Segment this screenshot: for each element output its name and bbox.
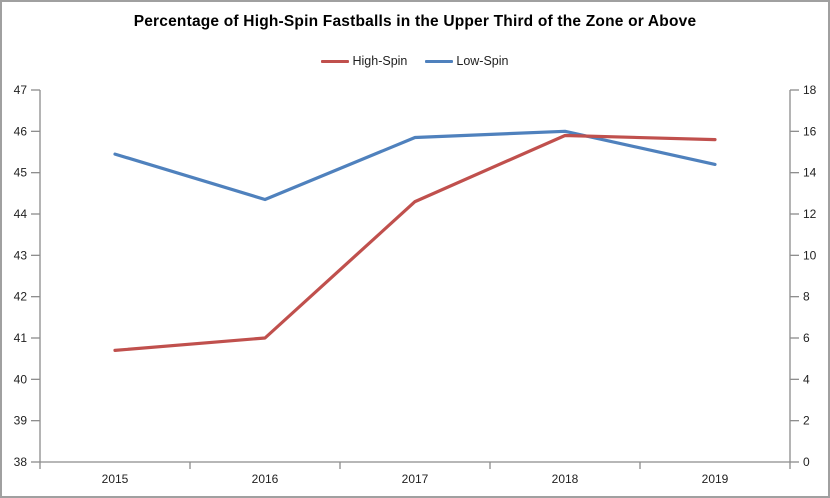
x-axis-tick-label: 2017: [402, 472, 429, 486]
y-axis-left-tick-label: 38: [14, 455, 28, 469]
legend: High-Spin Low-Spin: [2, 54, 828, 68]
high-spin-line-swatch: [321, 59, 350, 63]
y-axis-left-tick-label: 39: [14, 414, 28, 428]
x-axis-tick-label: 2015: [102, 472, 129, 486]
y-axis-right-tick-label: 14: [803, 166, 817, 180]
y-axis-left-tick-label: 42: [14, 290, 28, 304]
legend-label-high-spin: High-Spin: [352, 54, 408, 68]
x-axis-tick-label: 2018: [552, 472, 579, 486]
y-axis-left-tick-label: 45: [14, 166, 28, 180]
y-axis-left-tick-label: 44: [14, 207, 28, 221]
legend-item-low-spin: Low-Spin: [425, 54, 509, 68]
legend-item-high-spin: High-Spin: [321, 54, 407, 68]
series-line-high-spin: [113, 133, 717, 352]
y-axis-left-tick-label: 41: [14, 331, 28, 345]
legend-label-low-spin: Low-Spin: [456, 54, 509, 68]
y-axis-right-tick-label: 0: [803, 455, 810, 469]
y-axis-left-tick-label: 46: [14, 124, 28, 138]
y-axis-right-tick-label: 8: [803, 290, 810, 304]
y-axis-right-tick-label: 6: [803, 331, 810, 345]
y-axis-right-tick-label: 18: [803, 83, 817, 97]
y-axis-right-tick-label: 10: [803, 248, 817, 262]
series-line-low-spin: [113, 129, 717, 202]
low-spin-line-swatch: [425, 59, 454, 63]
y-axis-right-tick-label: 4: [803, 372, 810, 386]
y-axis-right-tick-label: 16: [803, 124, 817, 138]
y-axis-right-tick-label: 12: [803, 207, 817, 221]
y-axis-right-tick-label: 2: [803, 414, 810, 428]
y-axis-left-tick-label: 43: [14, 248, 28, 262]
x-axis-tick-label: 2016: [252, 472, 279, 486]
y-axis-left-tick-label: 40: [14, 372, 28, 386]
chart-title: Percentage of High-Spin Fastballs in the…: [133, 13, 697, 30]
x-axis-tick-label: 2019: [702, 472, 729, 486]
y-axis-left-tick-label: 47: [14, 83, 28, 97]
